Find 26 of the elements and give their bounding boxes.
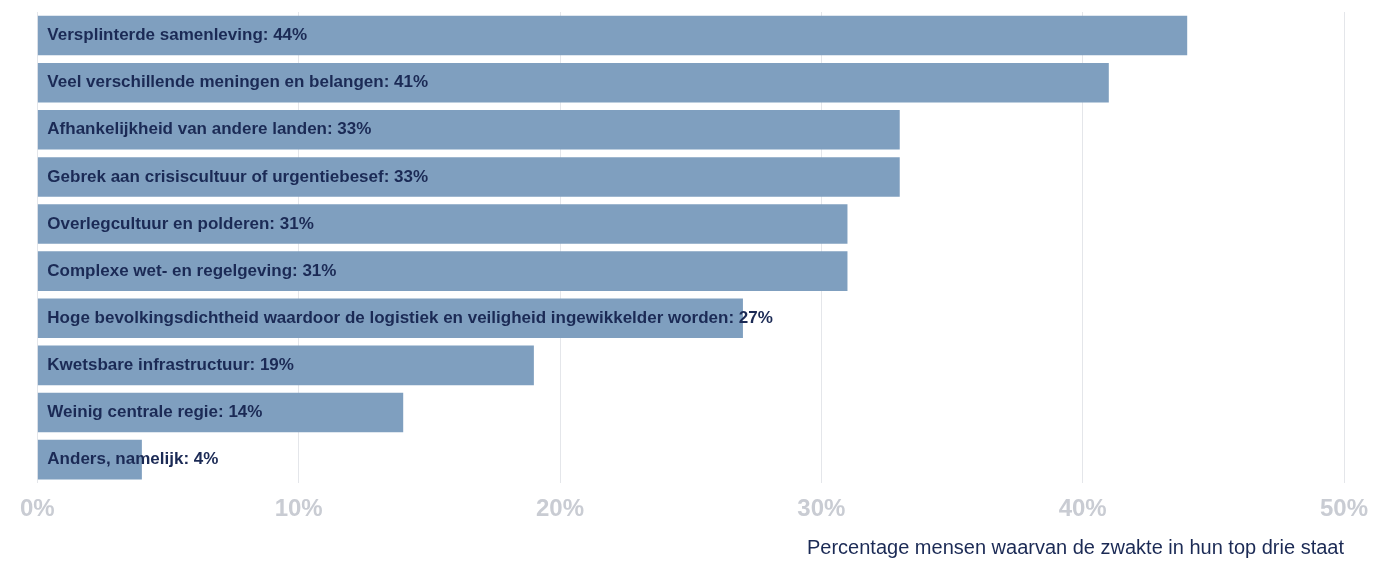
data-label: : 33% [326,119,372,139]
bar [37,251,848,291]
bar [37,15,1188,56]
bar [37,110,900,150]
y-tick-label: Kwetsbare infrastructuur [47,355,250,375]
y-tick-label: Hoge bevolkingsdichtheid waardoor de logistiek en veiligheid ingewikkelder worden [47,307,729,327]
data-label: : 33% [383,166,429,186]
y-tick-label: Veel verschillende meningen en belangen [47,72,384,92]
bar [37,345,534,386]
data-label: : 31% [269,213,314,233]
data-label: : 4% [183,449,219,469]
y-tick-label: Overlegcultuur en polderen [47,213,270,233]
bar [37,157,900,197]
x-axis-title: Percentage mensen waarvan de zwakte in hun top drie staat [807,535,1345,558]
data-label: : 41% [383,72,429,92]
y-tick-label: Gebrek aan crisiscultuur of urgentiebesef [47,166,385,186]
data-label: : 31% [292,260,337,280]
y-tick-label: Complexe wet- en regelgeving [47,260,293,280]
data-label: : 19% [249,355,294,375]
y-tick-label: Versplinterde samenleving [47,25,263,45]
y-tick-label: Weinig centrale regie [47,402,219,422]
bar [37,204,848,244]
y-tick-label: Afhankelijkheid van andere landen [47,119,327,139]
data-label: : 44% [262,25,308,45]
data-label: : 14% [218,402,263,422]
bar [37,62,1109,103]
